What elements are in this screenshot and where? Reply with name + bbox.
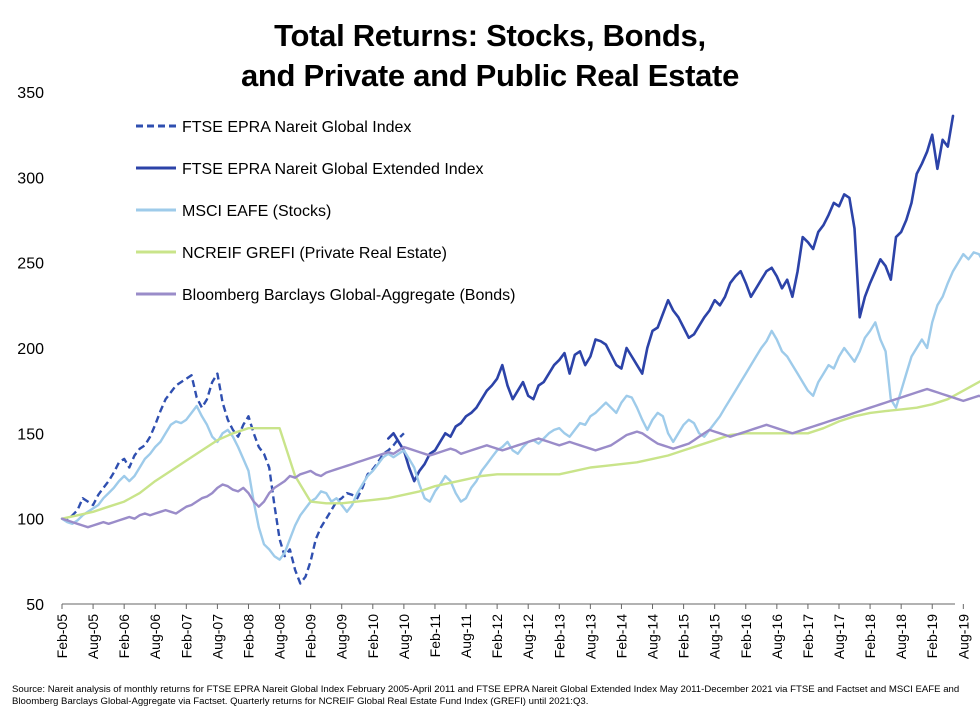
x-tick-label: Feb-19	[924, 614, 940, 659]
legend-label: FTSE EPRA Nareit Global Index	[182, 119, 411, 136]
x-tick-label: Aug-14	[645, 614, 661, 659]
x-tick-label: Aug-06	[147, 614, 163, 659]
y-tick-label: 100	[17, 512, 44, 529]
x-tick-label: Feb-12	[489, 614, 505, 659]
legend-label: FTSE EPRA Nareit Global Extended Index	[182, 161, 483, 178]
x-tick-label: Feb-14	[613, 614, 629, 659]
x-tick-label: Feb-13	[551, 614, 567, 659]
x-tick-label: Feb-09	[303, 614, 319, 659]
x-axis: Feb-05 Aug-05 Feb-06 Aug-06 Feb-07 Aug-07 Feb-…	[54, 603, 971, 659]
x-tick-label: Feb-08	[240, 614, 256, 659]
x-tick-label: Feb-07	[178, 614, 194, 659]
x-tick-label: Aug-15	[707, 614, 723, 659]
x-tick-label: Feb-11	[427, 614, 443, 658]
x-tick-label: Aug-16	[769, 614, 785, 659]
y-tick-label: 200	[17, 341, 44, 358]
x-tick-label: Feb-05	[54, 614, 70, 659]
legend: FTSE EPRA Nareit Global Index FTSE EPRA N…	[136, 119, 516, 304]
y-tick-label: 50	[26, 597, 44, 614]
legend-label: NCREIF GREFI (Private Real Estate)	[182, 245, 447, 262]
series-line-4	[60, 387, 980, 529]
legend-label: Bloomberg Barclays Global-Aggregate (Bon…	[182, 287, 516, 304]
x-tick-label: Feb-10	[365, 614, 381, 659]
x-tick-label: Aug-19	[955, 614, 971, 659]
x-tick-label: Feb-16	[738, 614, 754, 659]
series-line-3	[60, 380, 980, 520]
chart-title: Total Returns: Stocks, Bonds, and Privat…	[0, 16, 980, 96]
x-tick-label: Aug-08	[272, 614, 288, 659]
x-tick-label: Feb-17	[800, 614, 816, 659]
y-axis: 50 100 150 200 250 300 350	[17, 85, 44, 614]
chart-title-line2: and Private and Public Real Estate	[240, 58, 740, 93]
x-tick-label: Feb-15	[676, 614, 692, 659]
series-line-0	[61, 372, 405, 585]
x-tick-label: Aug-13	[582, 614, 598, 659]
y-tick-label: 150	[17, 426, 44, 443]
y-tick-label: 350	[17, 85, 44, 102]
series-layer	[60, 114, 980, 585]
x-tick-label: Aug-07	[209, 614, 225, 659]
x-tick-label: Aug-09	[334, 614, 350, 659]
series-line-1	[387, 114, 955, 483]
x-tick-label: Aug-12	[520, 614, 536, 659]
x-tick-label: Aug-17	[831, 614, 847, 659]
chart-title-line1: Total Returns: Stocks, Bonds,	[274, 18, 706, 53]
y-tick-label: 250	[17, 256, 44, 273]
x-tick-label: Feb-18	[862, 614, 878, 659]
y-tick-label: 300	[17, 170, 44, 187]
x-tick-label: Aug-10	[396, 614, 412, 659]
source-note: Source: Nareit analysis of monthly retur…	[12, 684, 960, 707]
x-tick-label: Aug-11	[458, 614, 474, 658]
x-tick-label: Aug-05	[85, 614, 101, 659]
x-tick-label: Aug-18	[893, 614, 909, 659]
legend-label: MSCI EAFE (Stocks)	[182, 203, 331, 220]
x-tick-label: Feb-06	[116, 614, 132, 659]
